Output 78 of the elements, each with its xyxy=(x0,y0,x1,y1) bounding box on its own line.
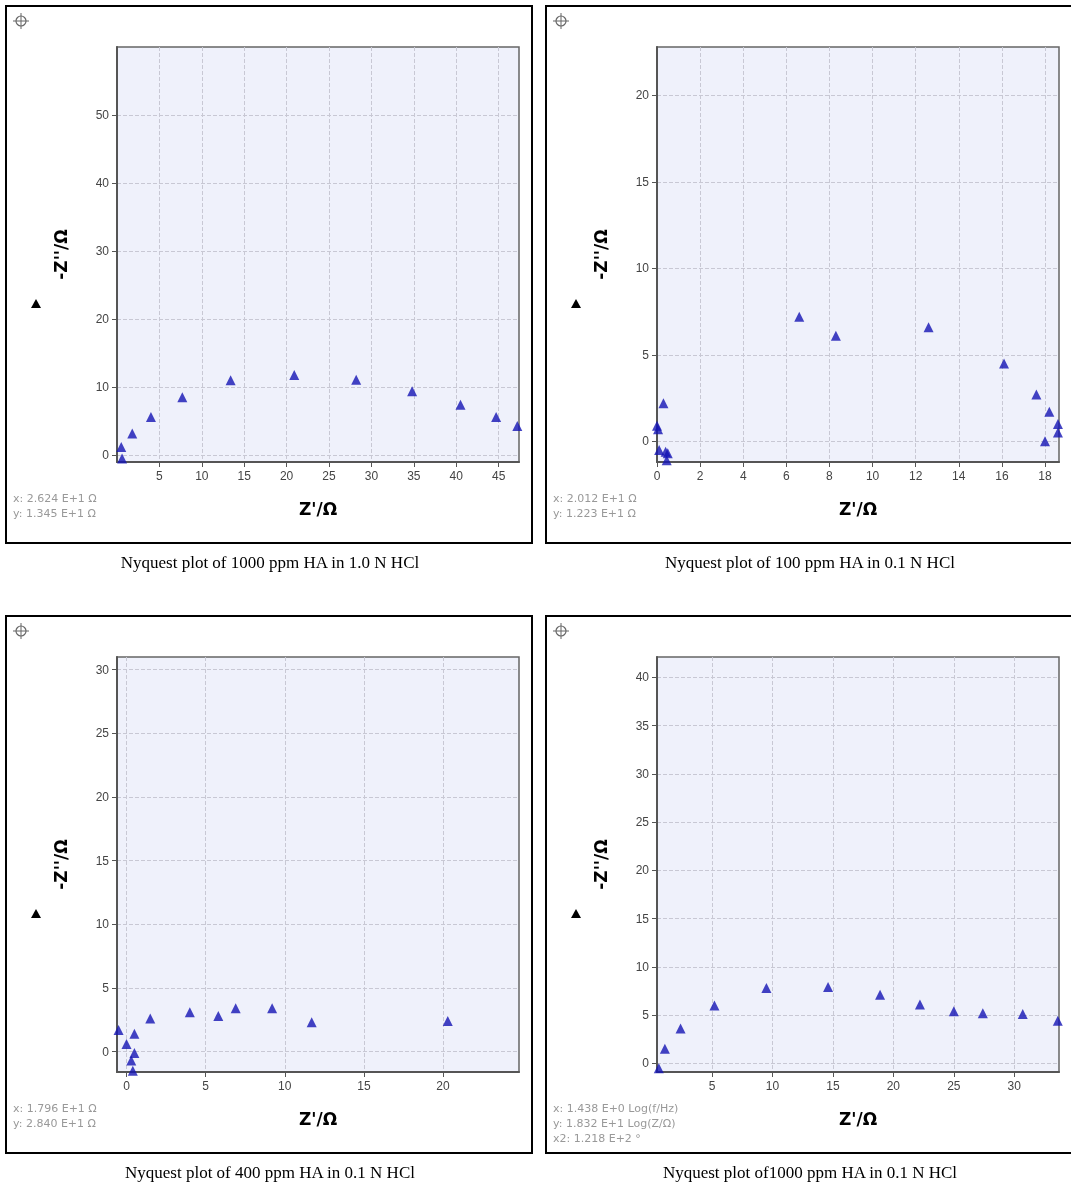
x-tick-label: 15 xyxy=(237,469,252,483)
y-tick-label: 20 xyxy=(95,312,110,327)
x-tick-label: 12 xyxy=(908,469,923,483)
x-tick-label: 5 xyxy=(156,469,164,483)
x-axis-title: Z'/Ω xyxy=(298,498,338,519)
x-tick-label: 35 xyxy=(407,469,421,483)
y-axis-title: -Z''/Ω xyxy=(50,229,71,280)
y-tick-label: 5 xyxy=(642,1008,650,1023)
y-tick-label: 20 xyxy=(95,790,110,805)
y-tick-label: 30 xyxy=(635,766,650,781)
x-tick-label: 20 xyxy=(279,469,294,483)
y-tick-label: 5 xyxy=(102,980,110,995)
y-tick-label: 25 xyxy=(635,815,650,830)
text: y: 1.832 E+1 Log(Z/Ω) xyxy=(553,1117,676,1130)
x-tick-label: 18 xyxy=(1038,469,1052,483)
x-tick-label: 30 xyxy=(1007,1079,1022,1093)
y-tick-label: 10 xyxy=(95,380,110,395)
text: y: 1.223 E+1 Ω xyxy=(553,507,636,520)
text: x: 1.438 E+0 Log(f/Hz) xyxy=(553,1102,679,1115)
x-tick-label: 10 xyxy=(865,469,880,483)
text: Nyquest plot of 100 ppm HA in 0.1 N HCl xyxy=(664,553,956,573)
text: Nyquest plot of 400 ppm HA in 0.1 N HCl xyxy=(124,1163,416,1183)
text: x2: 1.218 E+2 ° xyxy=(553,1132,641,1145)
x-tick-label: 20 xyxy=(886,1079,901,1093)
x-tick-label: 4 xyxy=(739,469,747,483)
x-axis-title: Z'/Ω xyxy=(298,1108,338,1129)
x-tick-label: 0 xyxy=(653,469,661,483)
text: x: 1.796 E+1 Ω xyxy=(13,1102,97,1115)
x-tick-label: 6 xyxy=(782,469,790,483)
x-tick-label: 10 xyxy=(278,1079,292,1093)
x-tick-label: 8 xyxy=(826,469,834,483)
x-tick-label: 40 xyxy=(449,469,464,483)
y-tick-label: 15 xyxy=(635,911,650,926)
x-axis-title: Z'/Ω xyxy=(838,498,878,519)
y-tick-label: 0 xyxy=(642,434,650,449)
text: x: 2.624 E+1 Ω xyxy=(13,492,97,505)
y-axis-title: -Z''/Ω xyxy=(590,229,611,280)
y-tick-label: 40 xyxy=(635,670,650,685)
y-tick-label: 30 xyxy=(95,244,110,259)
y-tick-label: 20 xyxy=(635,88,650,103)
y-tick-label: 0 xyxy=(642,1056,650,1071)
y-tick-label: 15 xyxy=(95,853,110,868)
y-tick-label: 10 xyxy=(95,917,110,932)
x-tick-label: 10 xyxy=(195,469,209,483)
x-tick-label: 15 xyxy=(357,1079,371,1093)
x-tick-label: 25 xyxy=(947,1079,961,1093)
x-tick-label: 10 xyxy=(765,1079,780,1093)
x-tick-label: 0 xyxy=(123,1079,131,1093)
y-tick-label: 20 xyxy=(635,863,650,878)
x-axis-title: Z'/Ω xyxy=(838,1108,878,1129)
text: x: 2.012 E+1 Ω xyxy=(553,492,637,505)
y-tick-label: 0 xyxy=(102,1044,110,1059)
x-tick-label: 14 xyxy=(952,469,966,483)
x-tick-label: 5 xyxy=(202,1079,210,1093)
y-axis-title: -Z''/Ω xyxy=(50,839,71,890)
y-tick-label: 0 xyxy=(102,448,110,463)
text: y: 2.840 E+1 Ω xyxy=(13,1117,96,1130)
text: Nyquest plot of1000 ppm HA in 0.1 N HCl xyxy=(661,1163,959,1183)
y-tick-label: 5 xyxy=(642,347,650,362)
x-tick-label: 16 xyxy=(995,469,1009,483)
y-tick-label: 15 xyxy=(635,174,650,189)
text: Nyquest plot of 1000 ppm HA in 1.0 N HCl xyxy=(119,553,421,573)
text: y: 1.345 E+1 Ω xyxy=(13,507,96,520)
y-tick-label: 10 xyxy=(635,959,650,974)
x-tick-label: 15 xyxy=(826,1079,840,1093)
x-tick-label: 2 xyxy=(696,469,704,483)
x-tick-label: 20 xyxy=(436,1079,451,1093)
y-tick-label: 10 xyxy=(635,261,650,276)
y-tick-label: 30 xyxy=(95,662,110,677)
y-axis-title: -Z''/Ω xyxy=(590,839,611,890)
x-tick-label: 30 xyxy=(364,469,379,483)
y-tick-label: 25 xyxy=(95,726,110,741)
x-tick-label: 25 xyxy=(322,469,337,483)
y-tick-label: 35 xyxy=(635,718,650,733)
y-tick-label: 50 xyxy=(95,108,110,123)
x-tick-label: 5 xyxy=(708,1079,716,1093)
y-tick-label: 40 xyxy=(95,176,110,191)
x-tick-label: 45 xyxy=(491,469,506,483)
